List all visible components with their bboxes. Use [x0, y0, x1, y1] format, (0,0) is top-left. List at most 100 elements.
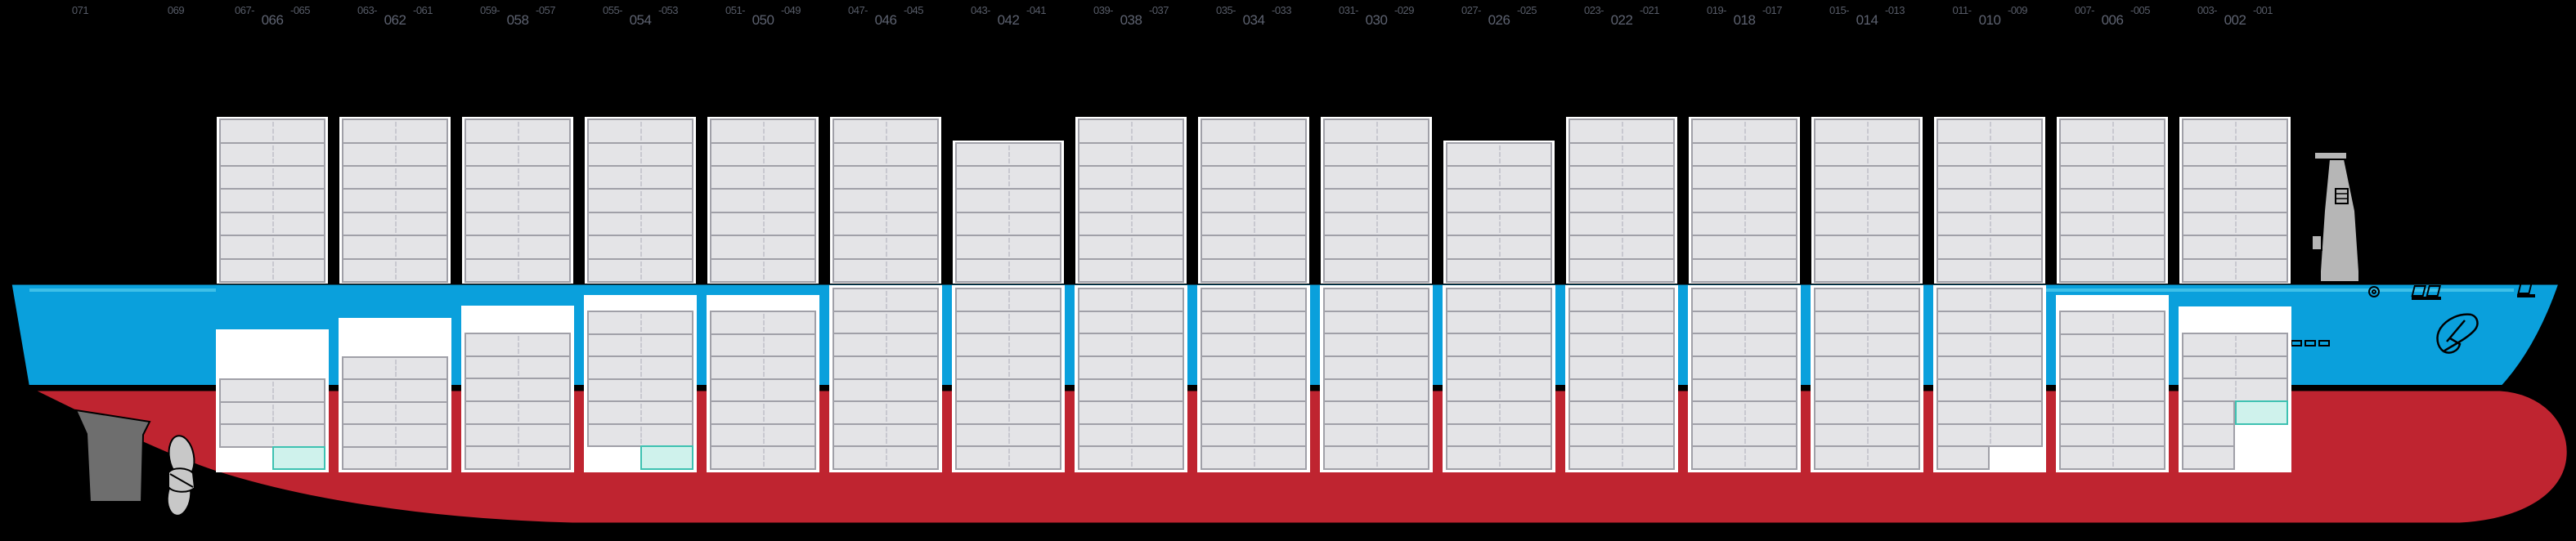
slot-cell-highlight[interactable] — [640, 445, 693, 470]
deck-tier-row[interactable] — [1323, 118, 1429, 144]
deck-tier-row[interactable] — [1691, 257, 1797, 283]
hold-tier-row[interactable] — [1078, 423, 1184, 448]
hold-tier-row[interactable] — [2182, 355, 2288, 380]
hold-tier-row[interactable] — [1078, 288, 1184, 312]
deck-tier-row[interactable] — [2182, 235, 2288, 260]
hold-tier-row[interactable] — [955, 400, 1061, 425]
hold-tier-row[interactable] — [1936, 378, 2043, 403]
hold-tier-row[interactable] — [1323, 310, 1429, 335]
hold-tier-row[interactable] — [1568, 400, 1675, 425]
deck-tier-row[interactable] — [587, 141, 693, 167]
hold-tier-row[interactable] — [1446, 423, 1552, 448]
deck-tier-row[interactable] — [342, 188, 448, 213]
deck-tier-row[interactable] — [342, 257, 448, 283]
hold-tier-row[interactable] — [1691, 423, 1797, 448]
deck-tier-row[interactable] — [710, 165, 816, 190]
deck-tier-row[interactable] — [710, 257, 816, 283]
hold-tier-row[interactable] — [955, 378, 1061, 403]
deck-tier-row[interactable] — [832, 118, 939, 144]
deck-tier-row[interactable] — [2059, 188, 2165, 213]
deck-tier-row[interactable] — [1323, 211, 1429, 237]
deck-tier-row[interactable] — [342, 211, 448, 237]
deck-tier-row[interactable] — [2182, 257, 2288, 283]
hold-tier-row[interactable] — [1078, 333, 1184, 357]
hold-tier-row[interactable] — [1323, 333, 1429, 357]
hold-tier-row[interactable] — [1200, 400, 1307, 425]
hold-tier-row[interactable] — [832, 400, 939, 425]
deck-tier-row[interactable] — [1446, 165, 1552, 190]
hold-tier-row[interactable] — [1568, 333, 1675, 357]
slot-cell-loaded[interactable] — [2182, 400, 2235, 425]
deck-tier-row[interactable] — [587, 118, 693, 144]
deck-tier-row[interactable] — [1446, 188, 1552, 213]
deck-tier-row[interactable] — [1814, 118, 1920, 144]
hold-tier-row[interactable] — [1323, 400, 1429, 425]
deck-tier-row[interactable] — [1936, 165, 2043, 190]
deck-tier-row[interactable] — [1691, 118, 1797, 144]
deck-tier-row[interactable] — [1814, 188, 1920, 213]
hold-tier-row[interactable] — [1446, 355, 1552, 380]
deck-tier-row[interactable] — [2059, 211, 2165, 237]
hold-tier-row[interactable] — [2059, 400, 2165, 425]
deck-tier-row[interactable] — [955, 257, 1061, 283]
hold-tier-row[interactable] — [1814, 400, 1920, 425]
hold-tier-row[interactable] — [1568, 288, 1675, 312]
deck-tier-row[interactable] — [1078, 235, 1184, 260]
hold-tier-row[interactable] — [1568, 423, 1675, 448]
hold-tier-row[interactable] — [1568, 310, 1675, 335]
deck-tier-row[interactable] — [2182, 211, 2288, 237]
hold-tier-row[interactable] — [342, 423, 448, 448]
deck-tier-row[interactable] — [1814, 141, 1920, 167]
hold-tier-row[interactable] — [2059, 355, 2165, 380]
deck-tier-row[interactable] — [587, 211, 693, 237]
hold-tier-row[interactable] — [464, 333, 571, 357]
hold-tier-row[interactable] — [832, 445, 939, 470]
deck-tier-row[interactable] — [342, 118, 448, 144]
deck-tier-row[interactable] — [1568, 141, 1675, 167]
hold-tier-row[interactable] — [955, 333, 1061, 357]
hold-tier-row[interactable] — [1323, 355, 1429, 380]
deck-tier-row[interactable] — [587, 235, 693, 260]
hold-tier-row[interactable] — [955, 288, 1061, 312]
deck-tier-row[interactable] — [464, 188, 571, 213]
hold-tier-row[interactable] — [342, 356, 448, 381]
hold-tier-row[interactable] — [587, 423, 693, 448]
slot-cell-highlight[interactable] — [2235, 400, 2288, 425]
deck-tier-row[interactable] — [1814, 165, 1920, 190]
deck-tier-row[interactable] — [464, 235, 571, 260]
deck-tier-row[interactable] — [1323, 141, 1429, 167]
deck-tier-row[interactable] — [587, 257, 693, 283]
deck-tier-row[interactable] — [1323, 165, 1429, 190]
hold-tier-row[interactable] — [1691, 355, 1797, 380]
deck-tier-row[interactable] — [1568, 235, 1675, 260]
deck-tier-row[interactable] — [1814, 211, 1920, 237]
hold-tier-row[interactable] — [1323, 423, 1429, 448]
hold-tier-row[interactable] — [1691, 310, 1797, 335]
hold-tier-row[interactable] — [710, 355, 816, 380]
hold-tier-row[interactable] — [1200, 310, 1307, 335]
deck-tier-row[interactable] — [832, 141, 939, 167]
deck-tier-row[interactable] — [710, 211, 816, 237]
deck-tier-row[interactable] — [1323, 188, 1429, 213]
hold-tier-row[interactable] — [1446, 400, 1552, 425]
hold-tier-row[interactable] — [1814, 378, 1920, 403]
deck-tier-row[interactable] — [2059, 118, 2165, 144]
deck-tier-row[interactable] — [710, 118, 816, 144]
hold-tier-row[interactable] — [1568, 378, 1675, 403]
hold-tier-row[interactable] — [1691, 333, 1797, 357]
deck-tier-row[interactable] — [1814, 235, 1920, 260]
deck-tier-row[interactable] — [832, 211, 939, 237]
hold-tier-row[interactable] — [1814, 445, 1920, 470]
hold-tier-row[interactable] — [2059, 378, 2165, 403]
hold-tier-row[interactable] — [219, 400, 325, 425]
deck-tier-row[interactable] — [1200, 211, 1307, 237]
deck-tier-row[interactable] — [1568, 188, 1675, 213]
deck-tier-row[interactable] — [1568, 165, 1675, 190]
hold-tier-row[interactable] — [1200, 423, 1307, 448]
hold-tier-row[interactable] — [1691, 378, 1797, 403]
deck-tier-row[interactable] — [1568, 211, 1675, 237]
hold-tier-row[interactable] — [832, 355, 939, 380]
deck-tier-row[interactable] — [1446, 257, 1552, 283]
deck-tier-row[interactable] — [2182, 165, 2288, 190]
hold-tier-row[interactable] — [1078, 355, 1184, 380]
